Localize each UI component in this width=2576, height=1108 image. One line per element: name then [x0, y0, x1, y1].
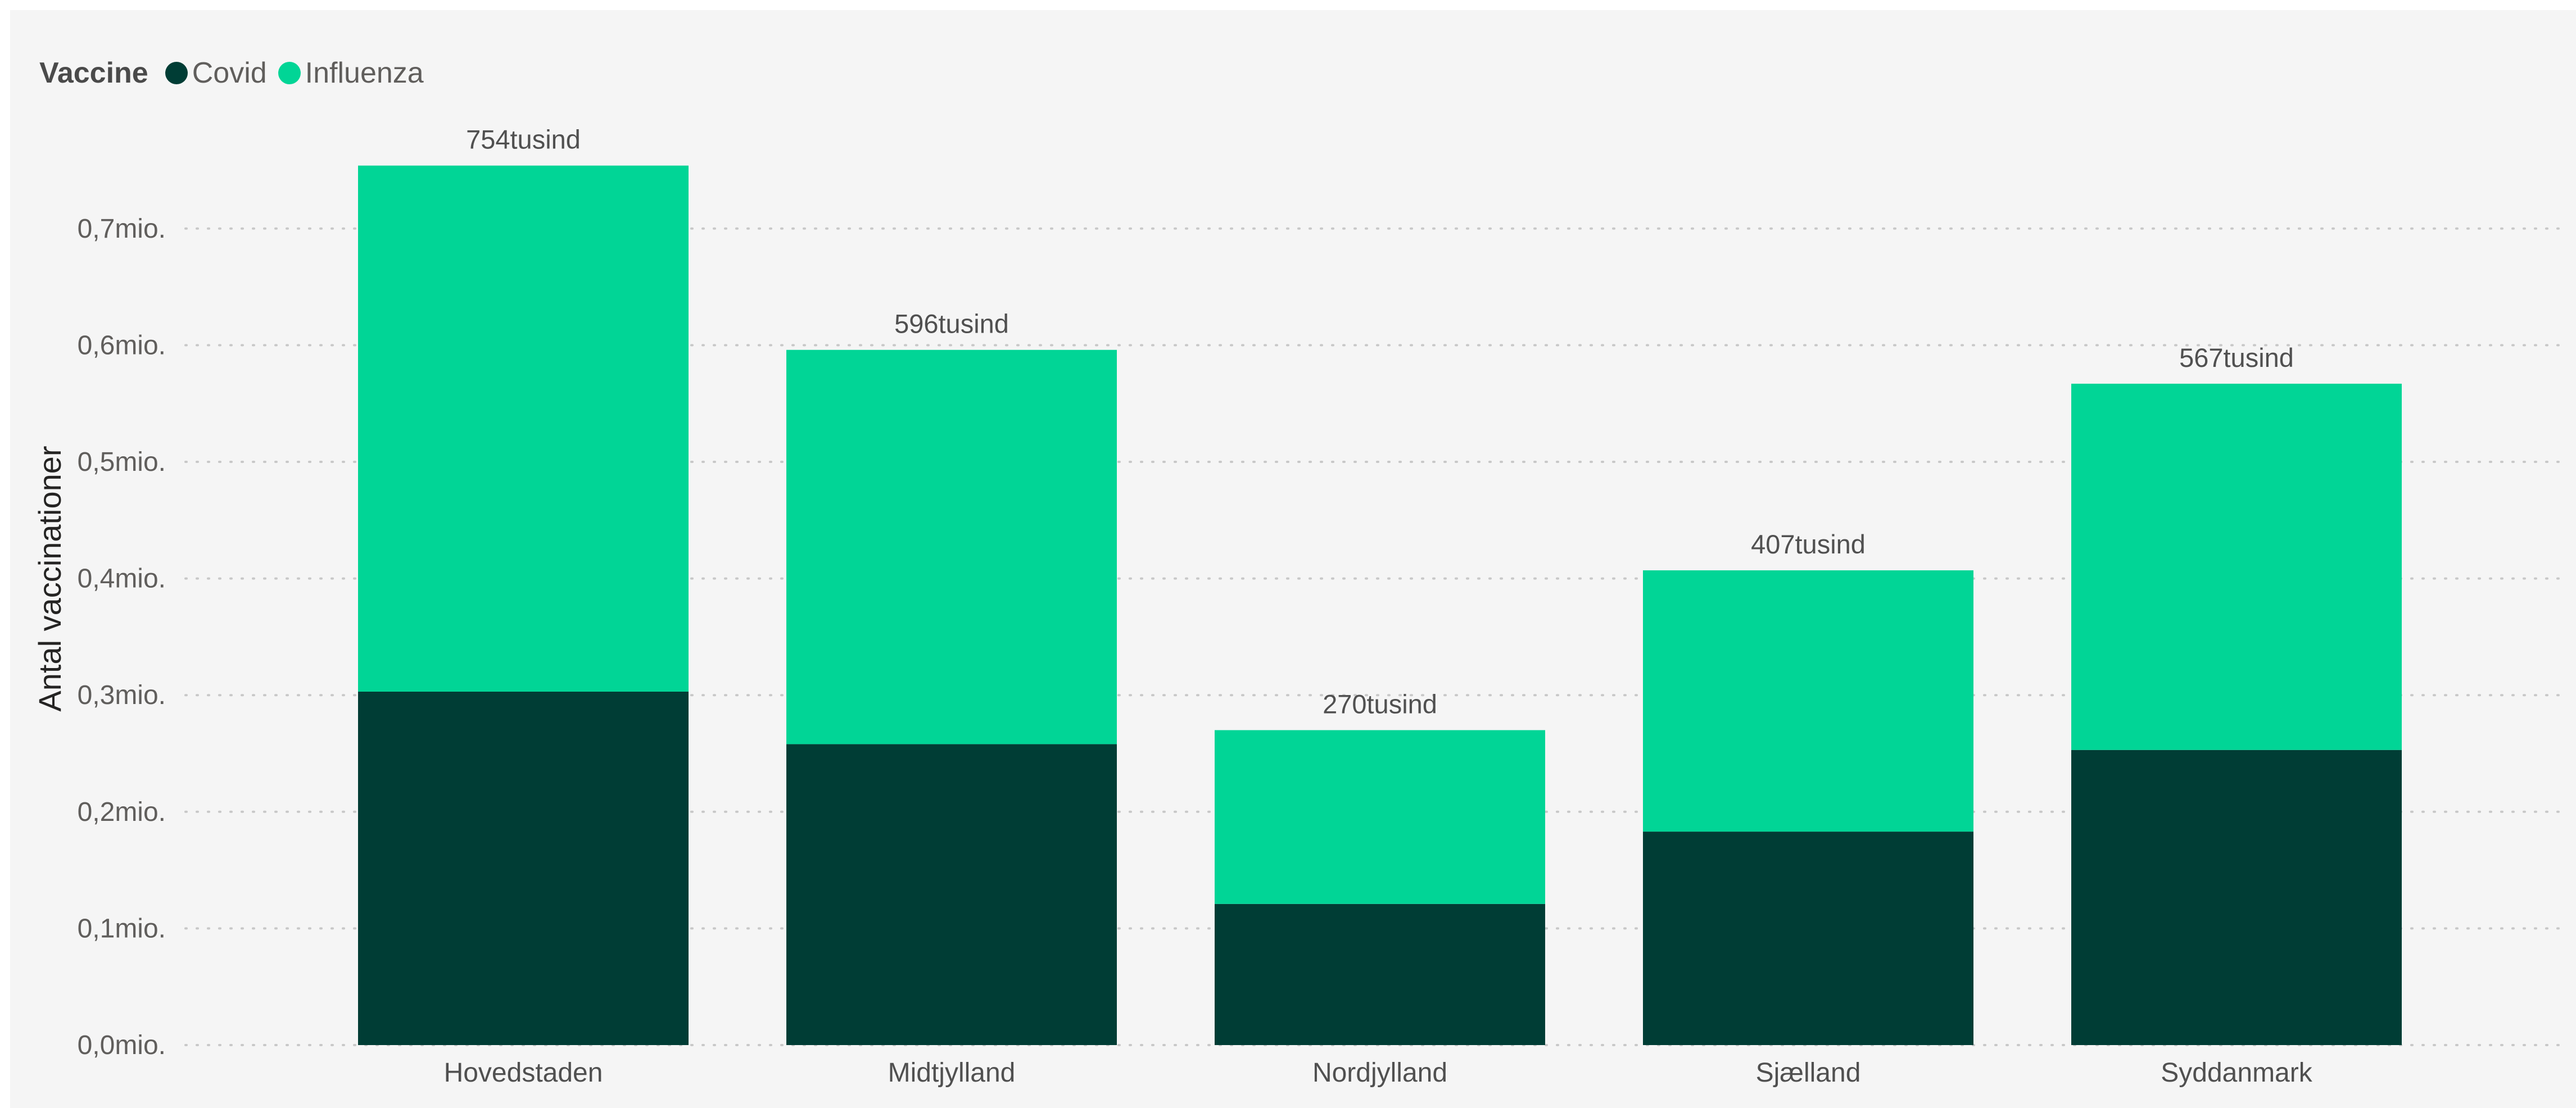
legend-title: Vaccine: [39, 57, 148, 89]
y-axis-ticks: 0,0mio. 0,1mio. 0,2mio. 0,3mio. 0,4mio. 0,5mi…: [78, 214, 166, 1060]
total-data-label: 567tusind: [2179, 343, 2294, 373]
legend-label-covid: Covid: [192, 57, 267, 89]
total-data-label: 407tusind: [1751, 529, 1866, 559]
bar-covid-0[interactable]: [358, 691, 689, 1045]
bar-covid-1[interactable]: [786, 744, 1117, 1045]
y-tick-label: 0,7mio.: [78, 214, 166, 244]
legend-item-covid[interactable]: Covid: [165, 56, 267, 90]
x-category-label: Nordjylland: [1312, 1058, 1447, 1088]
legend-item-influenza[interactable]: Influenza: [278, 56, 424, 90]
x-category-label: Hovedstaden: [444, 1058, 603, 1088]
y-tick-label: 0,2mio.: [78, 797, 166, 827]
data-labels: 754tusind 596tusind 270tusind 407tusind 567t…: [466, 125, 2294, 719]
x-category-label: Sjælland: [1756, 1058, 1861, 1088]
legend-label-influenza: Influenza: [305, 57, 424, 89]
total-data-label: 270tusind: [1323, 689, 1437, 719]
bar-influenza-2[interactable]: [1215, 730, 1545, 904]
y-tick-label: 0,0mio.: [78, 1030, 166, 1060]
x-axis-categories: Hovedstaden Midtjylland Nordjylland Sjællan…: [444, 1058, 2313, 1088]
total-data-label: 596tusind: [894, 309, 1009, 339]
y-tick-label: 0,5mio.: [78, 447, 166, 477]
y-tick-label: 0,1mio.: [78, 914, 166, 943]
y-tick-label: 0,3mio.: [78, 680, 166, 710]
bar-influenza-0[interactable]: [358, 165, 689, 692]
legend-swatch-covid-icon: [165, 62, 188, 84]
bar-influenza-1[interactable]: [786, 349, 1117, 744]
total-data-label: 754tusind: [466, 125, 581, 155]
bar-covid-3[interactable]: [1643, 832, 1973, 1045]
bar-influenza-3[interactable]: [1643, 570, 1973, 832]
bars: [358, 165, 2402, 1045]
y-tick-label: 0,4mio.: [78, 564, 166, 594]
bar-covid-4[interactable]: [2071, 750, 2402, 1045]
y-tick-label: 0,6mio.: [78, 330, 166, 360]
y-axis-title: Antal vaccinationer: [32, 446, 67, 711]
bar-influenza-4[interactable]: [2071, 383, 2402, 750]
chart-legend: Vaccine Covid Influenza: [39, 55, 435, 91]
legend-swatch-influenza-icon: [278, 62, 301, 84]
bar-covid-2[interactable]: [1215, 903, 1545, 1045]
x-category-label: Syddanmark: [2161, 1058, 2312, 1088]
x-category-label: Midtjylland: [888, 1058, 1016, 1088]
